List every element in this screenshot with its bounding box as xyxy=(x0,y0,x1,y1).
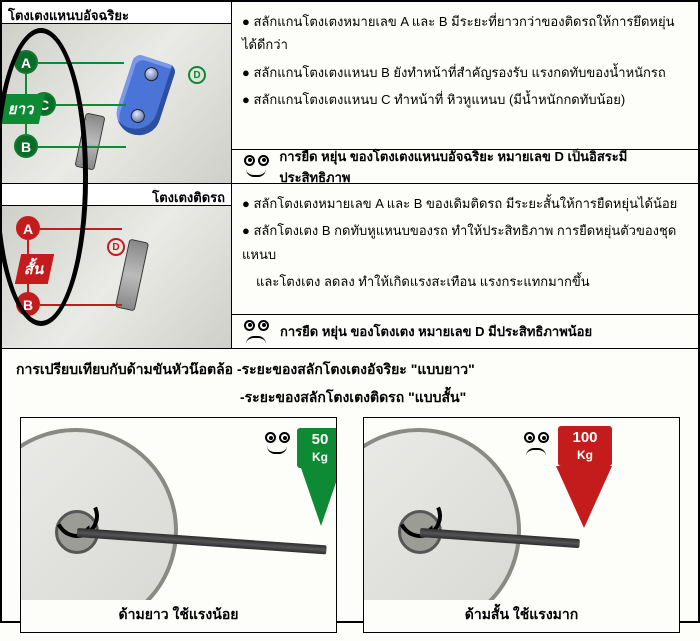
kg-badge-green: 50 Kg xyxy=(297,428,337,468)
row-stock-shackle: โตงเตงติดรถ D ● สลักโตงเตงหมายเลข A และ … xyxy=(2,184,698,349)
eyes-icon xyxy=(261,432,293,459)
compare-line2: -ระยะของสลักโตงเตงติดรถ "แบบสั้น" xyxy=(2,385,698,417)
top-bullets: ● สลักแกนโตงเตงหมายเลข A และ B มีระยะที่… xyxy=(232,2,698,149)
bullet-text: สลักโตงเตงหมายเลข A และ B ของเดิมติดรถ ม… xyxy=(253,196,677,211)
panel-short: 100 Kg ด้ามสั้น ใช้แรงมาก xyxy=(363,417,680,633)
pin-d-icon: D xyxy=(188,66,206,84)
kg-value: 50 xyxy=(312,431,329,448)
force-arrow-green xyxy=(301,468,337,526)
eyes-icon xyxy=(240,155,271,179)
blue-shackle xyxy=(111,53,177,141)
text-cell-top: ● สลักแกนโตงเตงหมายเลข A และ B มีระยะที่… xyxy=(232,2,698,183)
bullet: ● สลักโตงเตงหมายเลข A และ B ของเดิมติดรถ… xyxy=(242,192,688,215)
mid-note-text: การยืด หยุ่น ของโตงเตง หมายเลข D มีประสิ… xyxy=(280,321,592,342)
bullet-text: สลักแกนโตงเตงแหนบ B ยังทำหน้าที่สำคัญรอง… xyxy=(253,65,665,80)
bullet-text: สลักแกนโตงเตงแหนบ C ทำหน้าที่ หิวหูแหนบ … xyxy=(253,92,625,107)
top-note-text: การยืด หยุ่น ของโตงเตงแหนบอัจฉริยะ หมายเ… xyxy=(279,146,690,188)
eyes-icon xyxy=(240,320,272,344)
compare-line1: การเปรียบเทียบกับด้ามขันหัวน๊อตล้อ -ระยะ… xyxy=(2,349,698,385)
bottom-panels: 50 Kg ด้ามยาว ใช้แรงน้อย 100 Kg xyxy=(2,417,698,641)
top-title: โตงเตงแหนบอัจฉริยะ xyxy=(2,2,231,24)
kg-unit: Kg xyxy=(577,448,593,462)
bullet: ● สลักแกนโตงเตงแหนบ B ยังทำหน้าที่สำคัญร… xyxy=(242,61,688,84)
bullet: ● สลักโตงเตง B กดทับหูแหนบของรถ ทำให้ประ… xyxy=(242,219,688,266)
page: โตงเตงแหนบอัจฉริยะ D ● สลักแกนโตงเตงหมาย… xyxy=(0,0,700,623)
mid-bullets: ● สลักโตงเตงหมายเลข A และ B ของเดิมติดรถ… xyxy=(232,184,698,314)
bullet: ● สลักแกนโตงเตงหมายเลข A และ B มีระยะที่… xyxy=(242,10,688,57)
eyes-icon xyxy=(520,432,552,459)
row-smart-shackle: โตงเตงแหนบอัจฉริยะ D ● สลักแกนโตงเตงหมาย… xyxy=(2,2,698,184)
top-note: การยืด หยุ่น ของโตงเตงแหนบอัจฉริยะ หมายเ… xyxy=(232,149,698,183)
mid-note: การยืด หยุ่น ของโตงเตง หมายเลข D มีประสิ… xyxy=(232,314,698,348)
bullet-text: สลักแกนโตงเตงหมายเลข A และ B มีระยะที่ยา… xyxy=(242,14,675,52)
bullet: ● สลักแกนโตงเตงแหนบ C ทำหน้าที่ หิวหูแหน… xyxy=(242,88,688,111)
kg-badge-red: 100 Kg xyxy=(558,426,612,466)
pin-d-icon: D xyxy=(107,238,125,256)
caption-short: ด้ามสั้น ใช้แรงมาก xyxy=(364,600,679,632)
force-arrow-red xyxy=(556,466,612,528)
panel-long: 50 Kg ด้ามยาว ใช้แรงน้อย xyxy=(20,417,337,633)
compare-block: การเปรียบเทียบกับด้ามขันหัวน๊อตล้อ -ระยะ… xyxy=(2,349,698,417)
bullet-cont: และโตงเตง ลดลง ทำให้เกิดแรงสะเทือน แรงกร… xyxy=(242,270,688,293)
kg-value: 100 xyxy=(572,429,597,446)
outer-border: โตงเตงแหนบอัจฉริยะ D ● สลักแกนโตงเตงหมาย… xyxy=(0,0,700,623)
text-cell-mid: ● สลักโตงเตงหมายเลข A และ B ของเดิมติดรถ… xyxy=(232,184,698,348)
caption-long: ด้ามยาว ใช้แรงน้อย xyxy=(21,600,336,632)
bullet-text: สลักโตงเตง B กดทับหูแหนบของรถ ทำให้ประสิ… xyxy=(242,223,676,261)
kg-unit: Kg xyxy=(312,450,328,464)
